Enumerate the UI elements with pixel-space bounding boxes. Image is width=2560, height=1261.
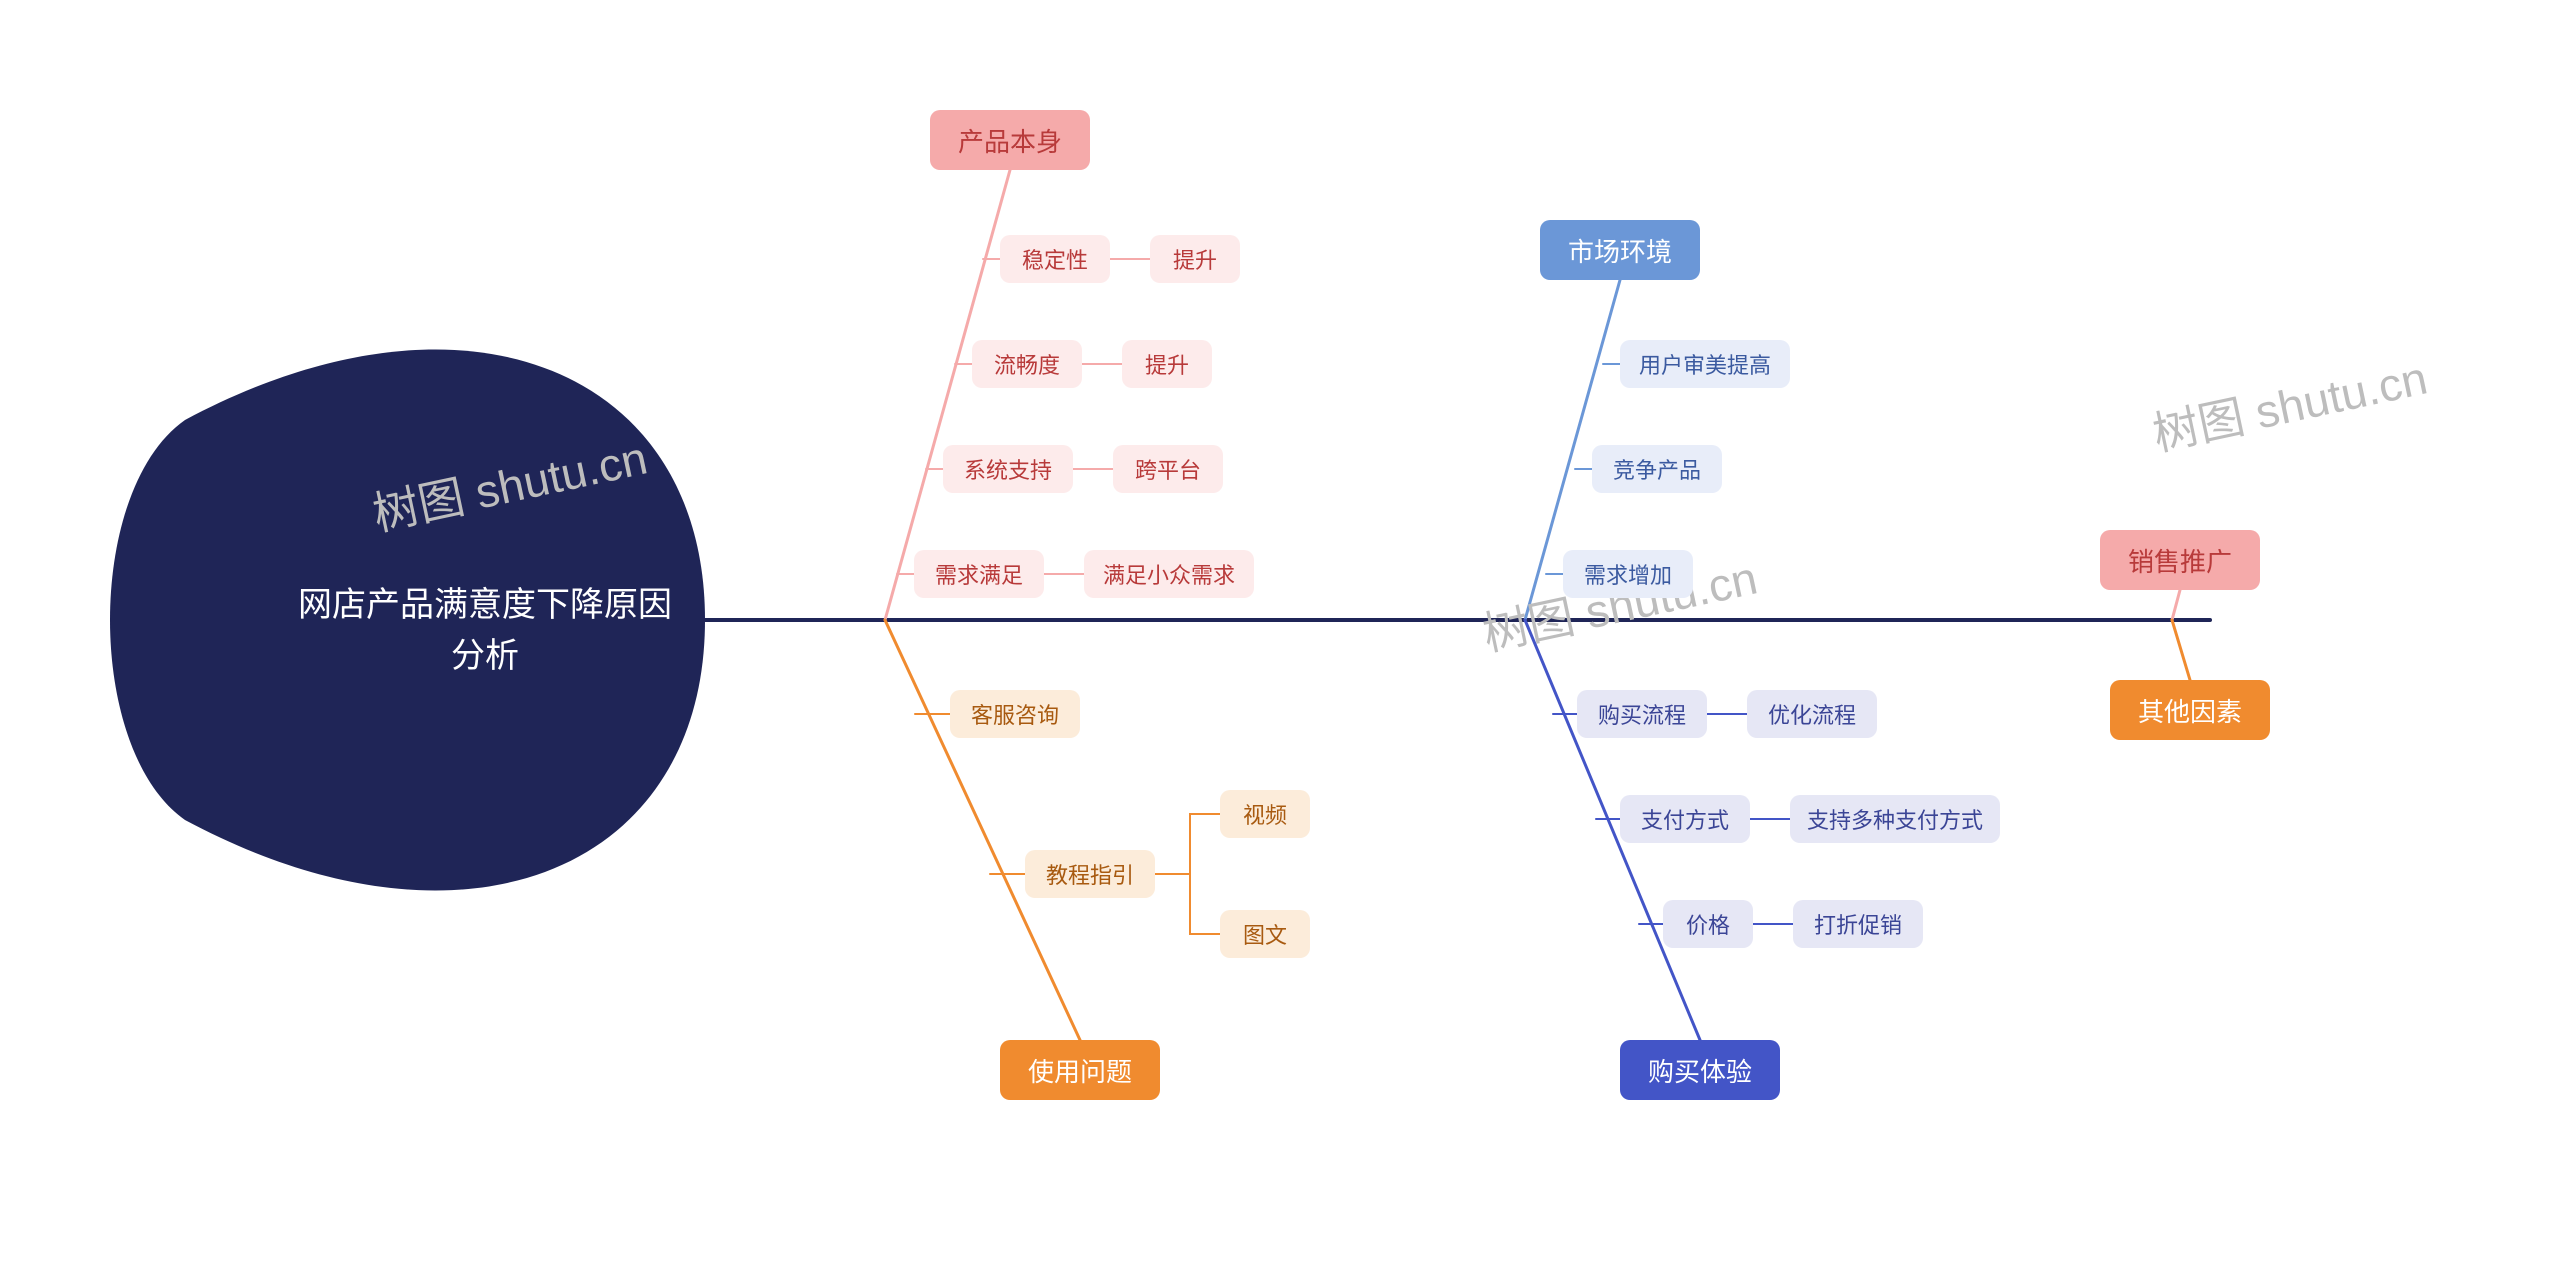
bone-title-usage-label: 使用问题 bbox=[1028, 1052, 1132, 1089]
sub-product-1[interactable]: 流畅度 bbox=[972, 340, 1082, 388]
bone-title-other-label: 其他因素 bbox=[2138, 692, 2242, 729]
child-product-0-0[interactable]: 提升 bbox=[1150, 235, 1240, 283]
bone-title-other[interactable]: 其他因素 bbox=[2110, 680, 2270, 740]
bone-title-sales-label: 销售推广 bbox=[2128, 542, 2232, 579]
child-product-0-0-label: 提升 bbox=[1173, 243, 1217, 275]
child-product-1-0[interactable]: 提升 bbox=[1122, 340, 1212, 388]
bone-title-market-label: 市场环境 bbox=[1568, 232, 1672, 269]
sub-purchase-2-label: 价格 bbox=[1686, 908, 1730, 940]
sub-usage-1-label: 教程指引 bbox=[1046, 858, 1134, 890]
child-product-1-0-label: 提升 bbox=[1145, 348, 1189, 380]
child-product-2-0-label: 跨平台 bbox=[1135, 453, 1201, 485]
sub-usage-0[interactable]: 客服咨询 bbox=[950, 690, 1080, 738]
child-purchase-2-0[interactable]: 打折促销 bbox=[1793, 900, 1923, 948]
bone-title-sales[interactable]: 销售推广 bbox=[2100, 530, 2260, 590]
child-connector-path bbox=[1155, 814, 1220, 874]
bone-other bbox=[2172, 620, 2190, 680]
sub-market-0-label: 用户审美提高 bbox=[1639, 348, 1771, 380]
bone-title-purchase[interactable]: 购买体验 bbox=[1620, 1040, 1780, 1100]
sub-product-3-label: 需求满足 bbox=[935, 558, 1023, 590]
child-product-2-0[interactable]: 跨平台 bbox=[1113, 445, 1223, 493]
sub-product-2-label: 系统支持 bbox=[964, 453, 1052, 485]
head-title: 网店产品满意度下降原因分析 bbox=[275, 580, 695, 682]
child-product-3-0-label: 满足小众需求 bbox=[1103, 558, 1235, 590]
child-purchase-0-0[interactable]: 优化流程 bbox=[1747, 690, 1877, 738]
bone-usage bbox=[885, 620, 1080, 1040]
child-product-3-0[interactable]: 满足小众需求 bbox=[1084, 550, 1254, 598]
child-connector-path bbox=[1155, 874, 1220, 934]
child-usage-1-0-label: 视频 bbox=[1243, 798, 1287, 830]
child-usage-1-1-label: 图文 bbox=[1243, 918, 1287, 950]
bone-title-product-label: 产品本身 bbox=[958, 122, 1062, 159]
sub-product-1-label: 流畅度 bbox=[994, 348, 1060, 380]
sub-purchase-1[interactable]: 支付方式 bbox=[1620, 795, 1750, 843]
sub-market-1-label: 竞争产品 bbox=[1613, 453, 1701, 485]
sub-product-2[interactable]: 系统支持 bbox=[943, 445, 1073, 493]
sub-market-0[interactable]: 用户审美提高 bbox=[1620, 340, 1790, 388]
fishbone-canvas: 树图 shutu.cn树图 shutu.cn树图 shutu.cn网店产品满意度… bbox=[0, 0, 2560, 1261]
child-purchase-0-0-label: 优化流程 bbox=[1768, 698, 1856, 730]
child-usage-1-1[interactable]: 图文 bbox=[1220, 910, 1310, 958]
sub-purchase-2[interactable]: 价格 bbox=[1663, 900, 1753, 948]
child-purchase-1-0-label: 支持多种支付方式 bbox=[1807, 803, 1983, 835]
bone-title-usage[interactable]: 使用问题 bbox=[1000, 1040, 1160, 1100]
sub-product-3[interactable]: 需求满足 bbox=[914, 550, 1044, 598]
bone-title-market[interactable]: 市场环境 bbox=[1540, 220, 1700, 280]
bone-title-product[interactable]: 产品本身 bbox=[930, 110, 1090, 170]
sub-purchase-0[interactable]: 购买流程 bbox=[1577, 690, 1707, 738]
sub-product-0[interactable]: 稳定性 bbox=[1000, 235, 1110, 283]
sub-product-0-label: 稳定性 bbox=[1022, 243, 1088, 275]
sub-usage-1[interactable]: 教程指引 bbox=[1025, 850, 1155, 898]
bone-title-purchase-label: 购买体验 bbox=[1648, 1052, 1752, 1089]
sub-market-2-label: 需求增加 bbox=[1584, 558, 1672, 590]
child-usage-1-0[interactable]: 视频 bbox=[1220, 790, 1310, 838]
bone-sales bbox=[2172, 590, 2180, 620]
child-purchase-2-0-label: 打折促销 bbox=[1814, 908, 1902, 940]
sub-purchase-0-label: 购买流程 bbox=[1598, 698, 1686, 730]
child-purchase-1-0[interactable]: 支持多种支付方式 bbox=[1790, 795, 2000, 843]
sub-purchase-1-label: 支付方式 bbox=[1641, 803, 1729, 835]
sub-market-2[interactable]: 需求增加 bbox=[1563, 550, 1693, 598]
sub-market-1[interactable]: 竞争产品 bbox=[1592, 445, 1722, 493]
sub-usage-0-label: 客服咨询 bbox=[971, 698, 1059, 730]
